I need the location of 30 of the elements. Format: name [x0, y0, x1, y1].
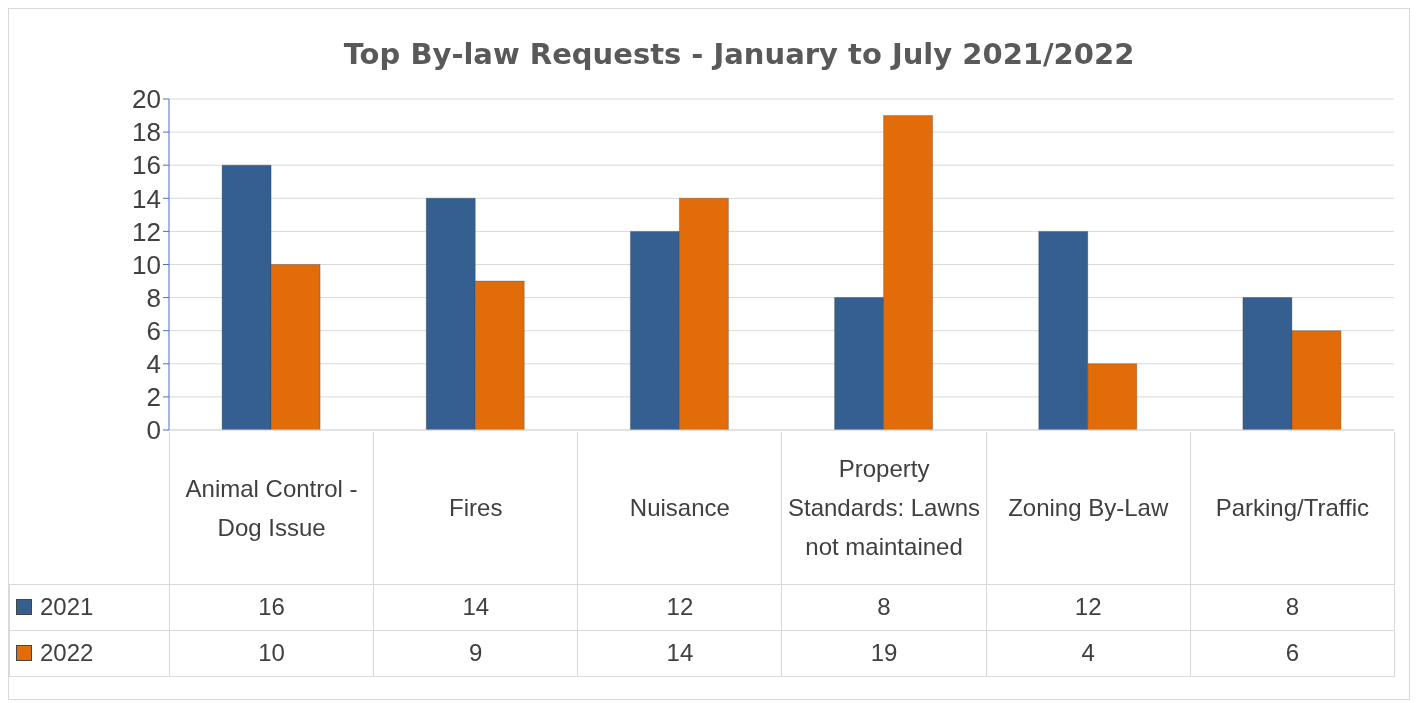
x-tick-label: Fires: [373, 432, 578, 584]
data-label: 9: [373, 630, 578, 676]
y-tick-label: 10: [132, 249, 161, 280]
y-tick-label: 0: [146, 415, 161, 446]
legend-label: 2022: [9, 630, 170, 676]
data-label: 12: [986, 584, 1191, 630]
chart-title: Top By-law Requests - January to July 2021/2022: [343, 37, 1135, 71]
x-tick-label: Animal Control - Dog Issue: [169, 432, 374, 584]
x-tick-label: Zoning By-Law: [986, 432, 1191, 584]
data-label: 8: [1190, 584, 1395, 630]
x-tick-label: Property Standards: Lawns not maintained: [781, 432, 987, 584]
y-tick-label: 20: [132, 84, 161, 115]
data-label: 14: [373, 584, 578, 630]
y-tick-label: 12: [132, 216, 161, 247]
data-label: 4: [986, 630, 1191, 676]
y-tick-label: 18: [132, 117, 161, 148]
legend-label: 2021: [9, 584, 170, 630]
y-tick-label: 2: [146, 382, 161, 413]
x-tick-label: Nuisance: [577, 432, 782, 584]
y-tick-label: 14: [132, 183, 161, 214]
x-tick-label: Parking/Traffic: [1190, 432, 1395, 584]
data-label: 14: [577, 630, 782, 676]
y-tick-label: 6: [146, 315, 161, 346]
y-tick-label: 16: [132, 150, 161, 181]
data-label: 12: [577, 584, 782, 630]
data-label: 8: [781, 584, 987, 630]
data-label: 19: [781, 630, 987, 676]
data-label: 6: [1190, 630, 1395, 676]
y-tick-label: 8: [146, 282, 161, 313]
y-tick-label: 4: [146, 349, 161, 380]
